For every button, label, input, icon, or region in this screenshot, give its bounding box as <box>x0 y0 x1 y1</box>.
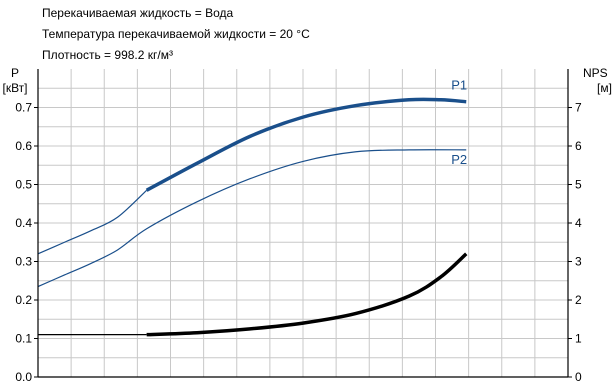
left-axis-unit: [кВт] <box>2 81 27 95</box>
left-tick-label: 0.6 <box>15 139 32 153</box>
labels: 0.0 0.1 0.2 0.3 0.4 0.5 0.6 0.7 0 1 2 3 4 5 6 7 P[кВт] NP… <box>2 66 611 383</box>
right-axis-title: NPS <box>583 66 608 80</box>
left-tick-label: 0.7 <box>15 101 32 115</box>
left-tick-label: 0.2 <box>15 293 32 307</box>
right-axis-unit: [м] <box>597 81 612 95</box>
p1-curve-thin <box>37 189 148 255</box>
left-tick-label: 0.5 <box>15 178 32 192</box>
p1-curve-thick <box>145 97 467 192</box>
left-axis-title: P <box>11 66 19 80</box>
left-tick-label: 0.1 <box>15 332 32 346</box>
grid <box>38 69 568 377</box>
right-tick-label: 2 <box>575 293 582 307</box>
right-tick-label: 3 <box>575 255 582 269</box>
npsh-curve-thick <box>146 252 468 337</box>
right-tick-label: 5 <box>575 178 582 192</box>
right-tick-label: 6 <box>575 139 582 153</box>
left-tick-label: 0.3 <box>15 255 32 269</box>
density-label: Плотность = 998.2 кг/м³ <box>42 48 173 62</box>
left-tick-label: 0.4 <box>15 216 32 230</box>
right-tick-label: 1 <box>575 332 582 346</box>
series-layer <box>37 97 468 337</box>
pumped-liquid-label: Перекачиваемая жидкость = Вода <box>42 6 234 20</box>
right-tick-label: 7 <box>575 101 582 115</box>
left-tick-label: 0.0 <box>15 370 32 383</box>
p2-curve-thin <box>37 149 467 288</box>
right-tick-label: 4 <box>575 216 582 230</box>
liquid-temperature-label: Температура перекачиваемой жидкости = 20… <box>42 27 310 41</box>
right-tick-label: 0 <box>575 370 582 383</box>
series-label-p1: P1 <box>451 78 467 93</box>
series-label-p2: P2 <box>451 152 467 167</box>
axes <box>34 69 572 378</box>
